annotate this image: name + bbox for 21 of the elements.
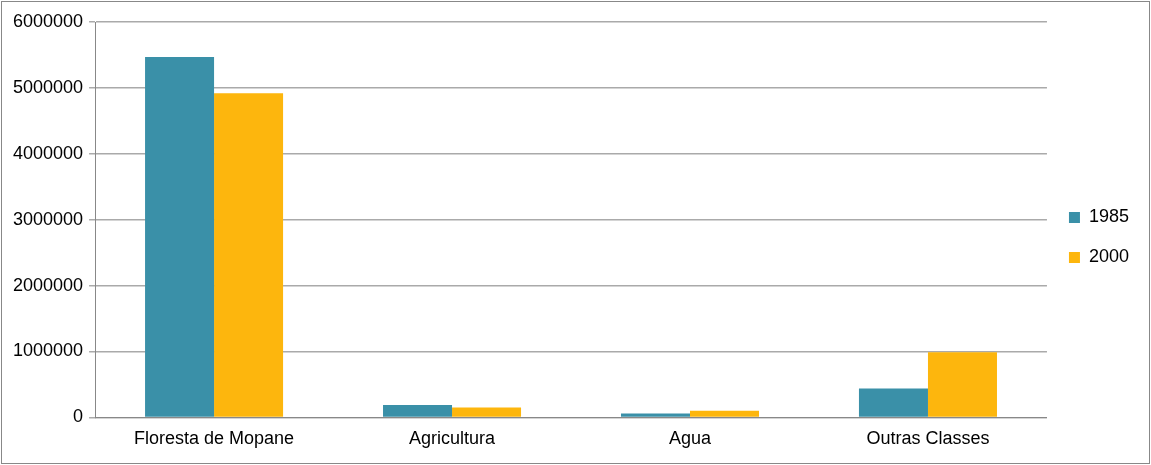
x-tick-label: Agua <box>668 428 713 449</box>
bar <box>145 56 215 417</box>
y-tick-label: 5000000 <box>13 76 84 97</box>
bar <box>214 93 284 417</box>
y-tick-label: 0 <box>73 406 84 427</box>
bar <box>620 413 690 417</box>
y-tick-label: 3000000 <box>13 208 84 229</box>
bar <box>452 407 522 417</box>
bar <box>383 404 453 417</box>
y-tick-label: 4000000 <box>13 142 84 163</box>
x-tick-label: Agricultura <box>409 428 497 449</box>
legend-label: 2000 <box>1088 246 1129 267</box>
y-tick-label: 1000000 <box>13 340 84 361</box>
y-tick-label: 6000000 <box>13 10 84 31</box>
bar <box>858 388 928 417</box>
x-tick-label: Outras Classes <box>866 428 990 449</box>
y-tick-label: 2000000 <box>13 274 84 295</box>
legend-label: 1985 <box>1088 206 1129 227</box>
x-tick-label: Floresta de Mopane <box>134 428 295 449</box>
bar <box>927 352 997 417</box>
bar <box>690 410 760 417</box>
